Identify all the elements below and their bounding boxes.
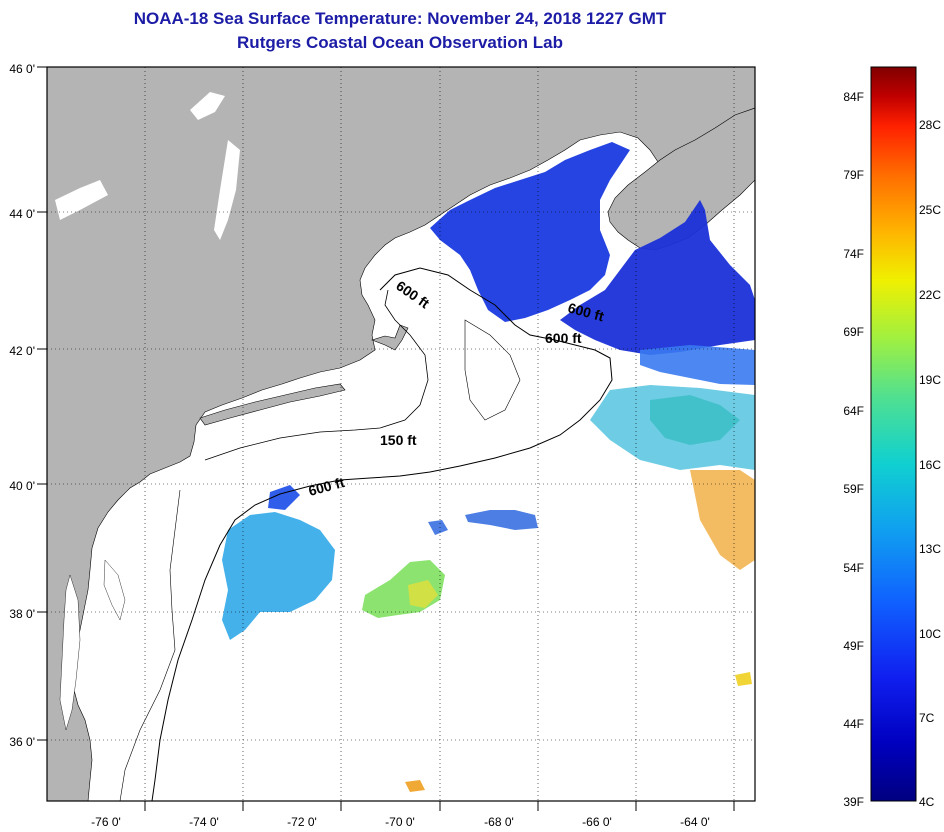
colorbar	[870, 66, 917, 802]
map-frame	[46, 66, 756, 802]
colorbar-c-label: 4C	[919, 795, 935, 809]
land-long-island	[199, 383, 346, 426]
colorbar-c-label: 25C	[919, 203, 941, 217]
sst-patch-mid-atlantic	[222, 512, 335, 640]
sst-patch-east-yellow	[735, 672, 752, 686]
colorbar-f-label: 74F	[843, 247, 864, 261]
contour-georges	[464, 319, 521, 421]
sst-patch-warm-east	[690, 470, 755, 570]
lon-label: -74 0'	[189, 815, 219, 829]
lon-label: -64 0'	[680, 815, 710, 829]
inland-lake	[55, 180, 108, 220]
colorbar-f-label: 49F	[843, 639, 864, 653]
lon-label: -76 0'	[91, 815, 121, 829]
colorbar-f-label: 44F	[843, 717, 864, 731]
inland-lake	[190, 92, 225, 120]
land-nova-scotia	[607, 107, 755, 251]
colorbar-c-label: 28C	[919, 118, 941, 132]
lon-label: -72 0'	[287, 815, 317, 829]
chesapeake-bay	[59, 574, 81, 731]
lat-label: 40 0'	[9, 479, 35, 493]
delaware-bay	[103, 559, 126, 621]
contour-inner	[119, 489, 181, 801]
contour-label: 600 ft	[545, 330, 582, 346]
sst-patch-gulf-stream-yellow	[408, 580, 438, 608]
colorbar-c-label: 19C	[919, 373, 941, 387]
colorbar-c-labels: 28C 25C 22C 19C 16C 13C 10C 7C 4C	[919, 118, 941, 809]
contour-label: 150 ft	[380, 432, 417, 448]
sst-patch-scotian-shelf	[560, 200, 755, 355]
colorbar-f-label: 69F	[843, 325, 864, 339]
colorbar-f-label: 64F	[843, 404, 864, 418]
lon-label: -70 0'	[385, 815, 415, 829]
colorbar-c-label: 13C	[919, 542, 941, 556]
colorbar-c-label: 22C	[919, 288, 941, 302]
sst-patch-offshore-blue	[428, 520, 448, 535]
colorbar-f-label: 79F	[843, 168, 864, 182]
sst-patch-slope-teal	[590, 385, 755, 470]
inland-lake	[214, 140, 240, 240]
lat-label: 38 0'	[9, 607, 35, 621]
colorbar-f-labels: 84F 79F 74F 69F 64F 59F 54F 49F 44F 39F	[843, 90, 864, 809]
lat-label: 46 0'	[9, 62, 35, 76]
land-cape-cod	[371, 324, 409, 351]
sst-patch-gulf-of-maine	[430, 142, 630, 322]
lat-label: 44 0'	[9, 207, 35, 221]
sst-patch-shelf-edge	[640, 345, 755, 385]
map-subtitle: Rutgers Coastal Ocean Observation Lab	[237, 33, 563, 52]
contour-150ft	[204, 289, 429, 461]
colorbar-c-label: 7C	[919, 711, 935, 725]
map-area: 600 ft 600 ft 600 ft 150 ft 600 ft	[47, 67, 755, 801]
land-mainland	[47, 67, 755, 801]
colorbar-f-label: 84F	[843, 90, 864, 104]
colorbar-f-label: 39F	[843, 795, 864, 809]
lon-label: -66 0'	[582, 815, 612, 829]
tick-marks	[37, 66, 735, 811]
sst-patch-south	[405, 780, 425, 792]
lon-label: -68 0'	[484, 815, 514, 829]
colorbar-f-label: 54F	[843, 561, 864, 575]
lat-label: 36 0'	[9, 735, 35, 749]
lat-label: 42 0'	[9, 344, 35, 358]
contour-600ft-gulf	[151, 267, 613, 801]
colorbar-f-label: 59F	[843, 482, 864, 496]
colorbar-c-label: 16C	[919, 458, 941, 472]
sst-patch-offshore-blue	[465, 510, 538, 530]
map-title: NOAA-18 Sea Surface Temperature: Novembe…	[133, 9, 667, 28]
colorbar-c-label: 10C	[919, 627, 941, 641]
